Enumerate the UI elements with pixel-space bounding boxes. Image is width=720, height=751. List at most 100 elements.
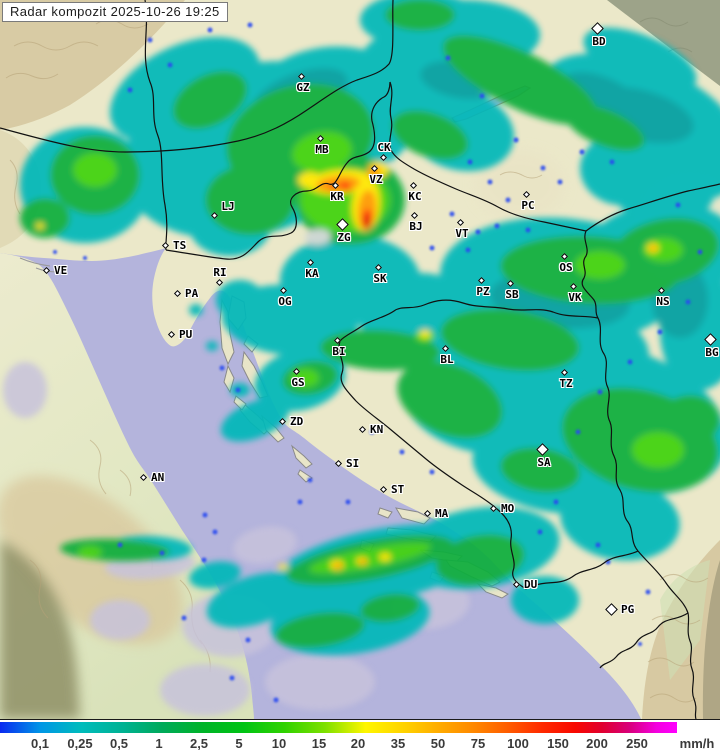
city-marker-ns <box>657 286 665 294</box>
city-marker-bl <box>441 344 449 352</box>
legend-tick-15: 15 <box>311 736 327 751</box>
city-label-vt: VT <box>455 227 469 240</box>
city-label-mo: MO <box>501 502 515 515</box>
city-label-ri: RI <box>213 266 227 279</box>
legend-tick-1: 1 <box>155 736 163 751</box>
city-label-ve: VE <box>54 264 68 277</box>
city-label-ck: CK <box>377 141 391 154</box>
city-marker-kc <box>409 181 417 189</box>
city-label-mb: MB <box>315 143 329 156</box>
city-label-tz: TZ <box>559 377 573 390</box>
legend-unit: mm/h <box>679 736 715 751</box>
city-label-si: SI <box>346 457 360 470</box>
legend-tick-35: 35 <box>390 736 406 751</box>
city-marker-sk <box>374 263 382 271</box>
city-marker-pz <box>477 276 485 284</box>
city-label-pz: PZ <box>476 285 490 298</box>
city-marker-du <box>512 580 520 588</box>
city-marker-lj <box>210 211 218 219</box>
city-marker-sa-radar-site <box>535 442 549 456</box>
legend-tick-250: 250 <box>626 736 648 751</box>
city-marker-ka <box>306 258 314 266</box>
city-marker-bg-radar-site <box>703 332 717 346</box>
legend-tick-0_1: 0,1 <box>30 736 50 751</box>
city-label-vz: VZ <box>369 173 383 186</box>
city-marker-ri <box>215 278 223 286</box>
city-label-zd: ZD <box>290 415 304 428</box>
city-marker-si <box>334 459 342 467</box>
city-marker-sb <box>506 279 514 287</box>
precipitation <box>20 0 720 656</box>
city-label-bd: BD <box>592 35 606 48</box>
legend-tick-0_25: 0,25 <box>67 736 93 751</box>
city-marker-st <box>379 485 387 493</box>
city-label-bg: BG <box>705 346 719 359</box>
city-marker-kr <box>331 181 339 189</box>
city-label-pc: PC <box>521 199 535 212</box>
city-marker-layer: BD GZ MB CK VZ KR KC PC BJ ZG VT LJ TS OS KA SK VE RI PZ SB… <box>42 21 719 616</box>
city-label-bi: BI <box>332 345 346 358</box>
map-title: Radar kompozit 2025-10-26 19:25 <box>10 4 220 19</box>
country-borders <box>0 0 720 719</box>
city-marker-mo <box>489 504 497 512</box>
city-marker-ve <box>42 266 50 274</box>
city-label-sb: SB <box>505 288 519 301</box>
city-marker-kn <box>358 425 366 433</box>
precipitation-speckles <box>53 22 703 703</box>
city-label-os: OS <box>559 261 573 274</box>
title-box: Radar kompozit 2025-10-26 19:25 <box>2 2 228 22</box>
city-marker-os <box>560 252 568 260</box>
legend-tick-5: 5 <box>235 736 243 751</box>
legend-tick-0_5: 0,5 <box>109 736 129 751</box>
city-label-ts: TS <box>173 239 187 252</box>
city-marker-bj <box>410 211 418 219</box>
legend-tick-150: 150 <box>547 736 569 751</box>
city-marker-zg-radar-site <box>335 217 349 231</box>
city-label-kr: KR <box>330 190 344 203</box>
city-label-kn: KN <box>370 423 384 436</box>
city-label-du: DU <box>524 578 538 591</box>
city-label-zg: ZG <box>337 231 351 244</box>
legend-tick-200: 200 <box>586 736 608 751</box>
legend-tick-50: 50 <box>430 736 446 751</box>
city-label-vk: VK <box>568 291 582 304</box>
city-marker-bd-radar-site <box>590 21 604 35</box>
city-marker-pg-radar-site <box>604 602 618 616</box>
city-marker-ma <box>423 509 431 517</box>
city-marker-pc <box>522 190 530 198</box>
city-label-an: AN <box>151 471 165 484</box>
city-marker-tz <box>560 368 568 376</box>
precipitation-light-sea <box>3 362 470 716</box>
city-label-ns: NS <box>656 295 670 308</box>
city-label-ka: KA <box>305 267 319 280</box>
city-marker-mb <box>316 134 324 142</box>
city-label-pg: PG <box>621 603 635 616</box>
legend-tick-10: 10 <box>271 736 287 751</box>
city-label-kc: KC <box>408 190 422 203</box>
city-label-pu: PU <box>179 328 193 341</box>
city-marker-pa <box>173 289 181 297</box>
legend-tick-75: 75 <box>470 736 486 751</box>
city-marker-og <box>279 286 287 294</box>
city-label-og: OG <box>278 295 292 308</box>
city-label-st: ST <box>391 483 405 496</box>
city-label-gz: GZ <box>296 81 310 94</box>
city-marker-ck <box>379 153 387 161</box>
city-label-gs: GS <box>291 376 305 389</box>
radar-map-graphics <box>0 0 720 719</box>
city-marker-ts <box>161 241 169 249</box>
city-marker-vz <box>370 164 378 172</box>
city-label-sk: SK <box>373 272 387 285</box>
city-marker-vt <box>456 218 464 226</box>
city-label-pa: PA <box>185 287 199 300</box>
city-label-sa: SA <box>537 456 551 469</box>
legend-tick-20: 20 <box>350 736 366 751</box>
city-label-bj: BJ <box>409 220 423 233</box>
city-marker-zd <box>278 417 286 425</box>
legend-tick-2_5: 2,5 <box>189 736 209 751</box>
city-marker-vk <box>569 282 577 290</box>
city-label-lj: LJ <box>221 200 235 213</box>
precipitation-legend: 0,1 0,25 0,5 1 2,5 5 10 15 20 35 50 75 100 150 200 250 … <box>0 719 720 751</box>
city-marker-pu <box>167 330 175 338</box>
